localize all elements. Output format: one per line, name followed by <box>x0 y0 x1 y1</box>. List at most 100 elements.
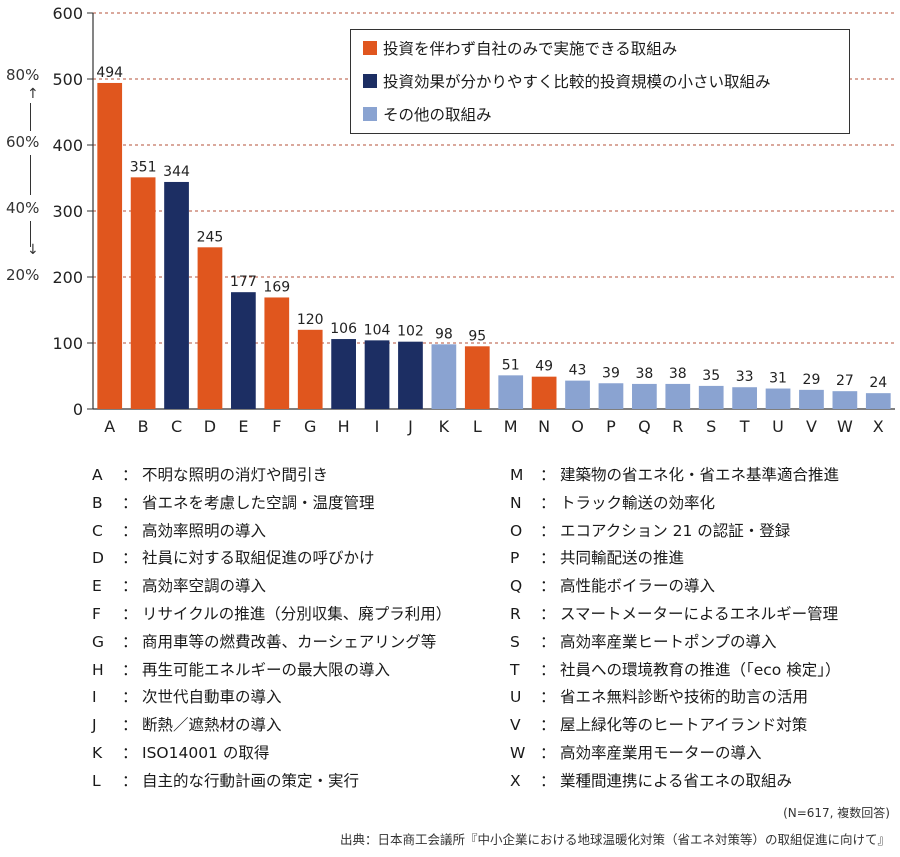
bar <box>565 380 590 409</box>
data-label: 33 <box>736 369 754 385</box>
bar <box>732 387 757 409</box>
y-tick-label: 100 <box>52 334 83 353</box>
data-label: 39 <box>602 365 620 381</box>
key-row: X ：業種間連携による省エネの取組み <box>510 768 840 796</box>
key-letter: B <box>92 493 103 512</box>
legend-label: 投資効果が分かりやすく比較的投資規模の小さい取組み <box>383 73 771 91</box>
key-row: B ：省エネを考慮した空調・温度管理 <box>92 490 451 518</box>
data-label: 29 <box>803 372 821 388</box>
bar <box>498 375 524 409</box>
key-colon: ： <box>540 688 556 707</box>
key-colon: ： <box>540 743 556 762</box>
key-row: P ：共同輸配送の推進 <box>510 545 840 573</box>
legend-entry: 投資効果が分かりやすく比較的投資規模の小さい取組み <box>363 69 771 93</box>
data-label: 31 <box>769 371 787 387</box>
bar <box>531 376 557 409</box>
key-letter: W <box>510 743 526 762</box>
pct-axis-line <box>30 155 31 195</box>
key-text: 高効率照明の導入 <box>142 521 267 540</box>
bar <box>264 297 290 409</box>
key-colon: ： <box>540 771 556 790</box>
x-tick-label: K <box>439 417 450 436</box>
key-letter: I <box>92 688 97 707</box>
key-text: 高効率産業用モーターの導入 <box>560 743 762 762</box>
key-row: C ：高効率照明の導入 <box>92 518 451 546</box>
key-text: 商用車等の燃費改善、カーシェアリング等 <box>142 632 437 651</box>
bar <box>398 341 423 409</box>
key-row: V ：屋上緑化等のヒートアイランド対策 <box>510 712 840 740</box>
bar <box>698 385 724 409</box>
data-label: 351 <box>130 159 157 175</box>
data-label: 95 <box>468 328 486 344</box>
key-row: W ：高効率産業用モーターの導入 <box>510 740 840 768</box>
x-tick-label: C <box>171 417 182 436</box>
data-label: 177 <box>230 274 257 290</box>
key-colon: ： <box>122 466 138 484</box>
x-tick-label: H <box>338 417 350 436</box>
key-text: 共同輸配送の推進 <box>560 549 685 568</box>
key-text: 省エネを考慮した空調・温度管理 <box>142 493 375 512</box>
bar <box>130 177 156 409</box>
key-row: J ：断熱／遮熱材の導入 <box>92 712 451 740</box>
bar <box>464 346 490 409</box>
legend-swatch <box>363 107 377 121</box>
x-tick-label: X <box>873 417 884 436</box>
bar <box>632 383 657 409</box>
key-colon: ： <box>122 716 138 735</box>
data-label: 494 <box>96 65 123 81</box>
x-tick-label: D <box>204 417 216 436</box>
x-tick-label: L <box>473 417 482 436</box>
bar <box>865 393 891 409</box>
data-label: 120 <box>297 312 324 328</box>
key-letter: N <box>510 493 522 512</box>
category-key-list-left: A：不明な照明の消灯や間引き B：省エネを考慮した空調・温度管理 C：高効率照明の導… <box>92 462 451 796</box>
key-colon: ： <box>540 493 556 512</box>
legend-entry: その他の取組み <box>363 102 492 126</box>
key-letter: D <box>92 549 104 568</box>
key-letter: U <box>510 688 522 707</box>
x-tick-label: F <box>272 417 281 436</box>
category-key-list-right: M：建築物の省エネ化・省エネ基準適合推進 N：トラック輸送の効率化 O：エコアクショ… <box>510 462 840 796</box>
bar <box>364 340 390 409</box>
key-row: H ：再生可能エネルギーの最大限の導入 <box>92 657 451 685</box>
key-letter: A <box>92 466 103 484</box>
legend-entry: 投資を伴わず自社のみで実施できる取組み <box>363 36 677 60</box>
legend-label: その他の取組み <box>383 106 492 124</box>
y-tick-label: 600 <box>52 4 83 23</box>
x-tick-label: T <box>739 417 750 436</box>
key-row: M ：建築物の省エネ化・省エネ基準適合推進 <box>510 462 840 490</box>
key-colon: ： <box>540 660 556 679</box>
y-tick-label: 400 <box>52 136 83 155</box>
pct-axis-line <box>30 103 31 131</box>
key-colon: ： <box>540 521 556 540</box>
key-text: 高性能ボイラーの導入 <box>560 577 716 596</box>
bar <box>799 389 824 409</box>
key-colon: ： <box>540 632 556 651</box>
key-text: トラック輸送の効率化 <box>560 493 716 512</box>
bar <box>331 339 356 409</box>
key-letter: P <box>510 549 520 568</box>
legend-swatch <box>363 41 377 55</box>
data-label: 35 <box>702 368 720 384</box>
key-colon: ： <box>540 466 556 484</box>
data-label: 24 <box>869 375 887 391</box>
key-colon: ： <box>122 549 138 568</box>
sample-note: (N=617, 複数回答) <box>783 806 890 820</box>
key-letter: M <box>510 466 524 484</box>
pct-axis-line <box>30 221 31 247</box>
key-letter: L <box>92 771 101 790</box>
key-text: 省エネ無料診断や技術的助言の活用 <box>560 688 809 707</box>
key-colon: ： <box>122 743 138 762</box>
x-tick-label: S <box>706 417 716 436</box>
key-colon: ： <box>122 688 138 707</box>
key-text: 高効率産業ヒートポンプの導入 <box>560 632 777 651</box>
data-label: 344 <box>163 164 190 180</box>
up-arrow-icon: ↑ <box>27 86 39 102</box>
data-label: 43 <box>569 363 587 379</box>
x-tick-label: R <box>672 417 683 436</box>
key-letter: G <box>92 632 105 651</box>
key-row: E ：高効率空調の導入 <box>92 573 451 601</box>
key-letter: S <box>510 632 520 651</box>
key-text: 高効率空調の導入 <box>142 577 267 596</box>
key-text: 再生可能エネルギーの最大限の導入 <box>142 660 391 679</box>
